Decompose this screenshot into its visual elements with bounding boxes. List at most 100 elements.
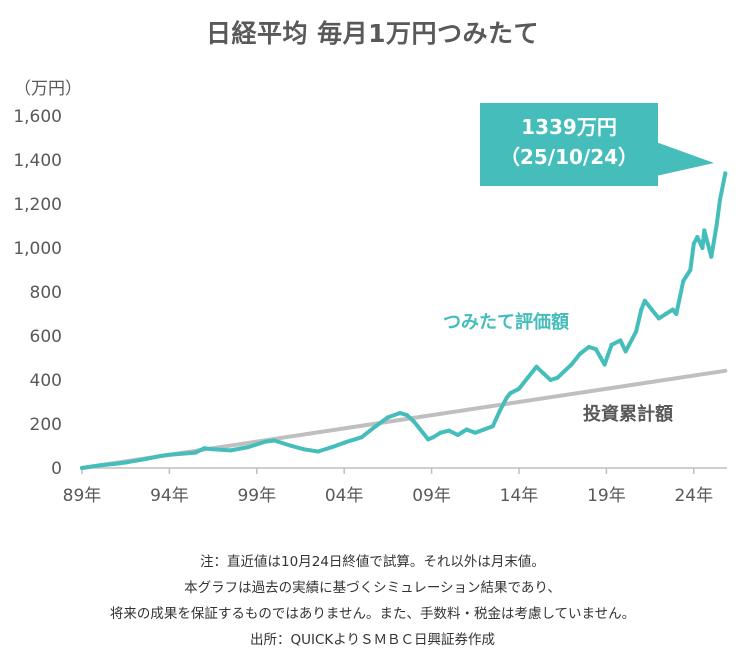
evaluation-point xyxy=(674,312,678,316)
evaluation-point xyxy=(143,457,147,461)
investment-series-label: 投資累計額 xyxy=(583,400,673,426)
evaluation-point xyxy=(447,429,451,433)
evaluation-point xyxy=(715,224,719,228)
y-axis-ticks: 0 200 400 600 800 1,000 1,200 1,400 1,600 xyxy=(13,107,62,479)
evaluation-point xyxy=(508,391,512,395)
evaluation-point xyxy=(246,445,250,449)
y-tick-label: 1,000 xyxy=(13,239,62,259)
evaluation-point xyxy=(643,299,647,303)
evaluation-point xyxy=(542,371,546,375)
evaluation-point xyxy=(723,171,727,175)
evaluation-point xyxy=(555,376,559,380)
x-tick-label: 99年 xyxy=(237,486,276,506)
x-tick-label: 94年 xyxy=(150,486,189,506)
evaluation-point xyxy=(618,338,622,342)
evaluation-point xyxy=(272,439,276,443)
evaluation-point xyxy=(692,242,696,246)
evaluation-point xyxy=(578,352,582,356)
callout-value: 1339万円 xyxy=(480,112,658,142)
evaluation-point xyxy=(650,308,654,312)
evaluation-point xyxy=(681,279,685,283)
evaluation-point xyxy=(709,255,713,259)
evaluation-point xyxy=(112,462,116,466)
y-tick-label: 400 xyxy=(30,371,62,391)
evaluation-point xyxy=(664,312,668,316)
footnote-line: 注：直近値は10月24日終値で試算。それ以外は月末値。 xyxy=(0,549,745,575)
y-tick-label: 1,200 xyxy=(13,195,62,215)
evaluation-point xyxy=(688,268,692,272)
x-tick-label: 89年 xyxy=(63,486,102,506)
y-tick-label: 1,600 xyxy=(13,107,62,127)
evaluation-point xyxy=(549,378,553,382)
x-tick-label: 24年 xyxy=(674,486,713,506)
evaluation-point xyxy=(386,415,390,419)
callout-text: 1339万円 （25/10/24） xyxy=(480,112,658,172)
y-tick-label: 600 xyxy=(30,327,62,347)
evaluation-point xyxy=(610,343,614,347)
callout-pointer xyxy=(656,142,714,176)
footnotes: 注：直近値は10月24日終値で試算。それ以外は月末値。 本グラフは過去の実績に基… xyxy=(0,549,745,653)
evaluation-point xyxy=(421,431,425,435)
evaluation-point xyxy=(706,242,710,246)
evaluation-point xyxy=(634,330,638,334)
evaluation-point xyxy=(316,450,320,454)
evaluation-point xyxy=(701,246,705,250)
evaluation-point xyxy=(657,316,661,320)
evaluation-point xyxy=(167,453,171,457)
footnote-source: 出所：QUICKよりＳＭＢＣ日興証券作成 xyxy=(0,627,745,653)
evaluation-point xyxy=(695,235,699,239)
evaluation-point xyxy=(569,363,573,367)
evaluation-point xyxy=(360,435,364,439)
evaluation-point xyxy=(535,365,539,369)
footnote-line: 将来の成果を保証するものではありません。また、手数料・税金は考慮していません。 xyxy=(0,601,745,627)
evaluation-point xyxy=(505,396,509,400)
x-tick-label: 14年 xyxy=(500,486,539,506)
y-tick-label: 1,400 xyxy=(13,151,62,171)
evaluation-point xyxy=(211,447,215,451)
evaluation-point xyxy=(302,447,306,451)
evaluation-point xyxy=(98,463,102,467)
evaluation-point xyxy=(624,349,628,353)
evaluation-point xyxy=(627,343,631,347)
evaluation-point xyxy=(526,376,530,380)
evaluation-point xyxy=(405,413,409,417)
evaluation-point xyxy=(491,424,495,428)
evaluation-point xyxy=(639,308,643,312)
evaluation-point xyxy=(702,228,706,232)
evaluation-point xyxy=(498,409,502,413)
callout-date: （25/10/24） xyxy=(480,142,658,172)
y-tick-label: 0 xyxy=(51,459,62,479)
evaluation-point xyxy=(718,198,722,202)
evaluation-point xyxy=(229,448,233,452)
evaluation-point xyxy=(603,363,607,367)
evaluation-point xyxy=(562,369,566,373)
evaluation-series-label: つみたて評価額 xyxy=(443,308,569,334)
evaluation-point xyxy=(124,461,128,465)
evaluation-point xyxy=(671,308,675,312)
y-tick-label: 800 xyxy=(30,283,62,303)
x-tick-label: 09年 xyxy=(412,486,451,506)
evaluation-point xyxy=(412,420,416,424)
evaluation-point xyxy=(594,347,598,351)
evaluation-point xyxy=(431,435,435,439)
evaluation-point xyxy=(194,451,198,455)
evaluation-point xyxy=(342,441,346,445)
evaluation-point xyxy=(398,411,402,415)
evaluation-point xyxy=(159,454,163,458)
x-axis-ticks: 89年 94年 99年 04年 09年 14年 19年 24年 xyxy=(63,468,713,506)
evaluation-point xyxy=(587,345,591,349)
evaluation-point xyxy=(374,424,378,428)
evaluation-point xyxy=(456,433,460,437)
evaluation-point xyxy=(438,431,442,435)
evaluation-point xyxy=(473,431,477,435)
evaluation-point xyxy=(426,437,430,441)
evaluation-point xyxy=(80,466,84,470)
evaluation-point xyxy=(264,440,268,444)
x-tick-label: 04年 xyxy=(325,486,364,506)
y-tick-label: 200 xyxy=(30,415,62,435)
footnote-line: 本グラフは過去の実績に基づくシミュレーション結果であり、 xyxy=(0,575,745,601)
evaluation-point xyxy=(202,446,206,450)
evaluation-point xyxy=(482,428,486,432)
evaluation-point xyxy=(290,444,294,448)
x-tick-label: 19年 xyxy=(587,486,626,506)
